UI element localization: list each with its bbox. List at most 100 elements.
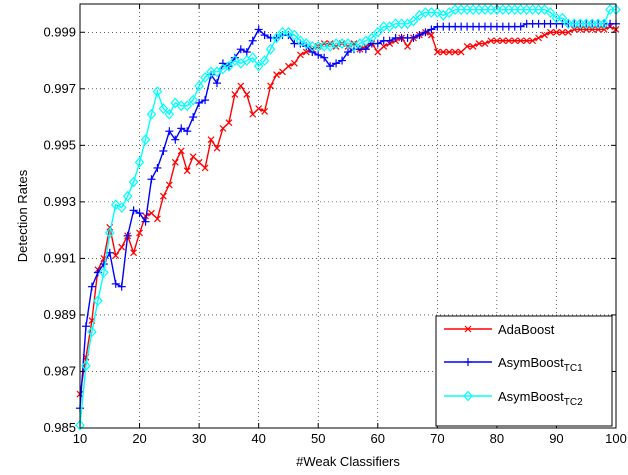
data-point-asymboosttc1 — [373, 39, 382, 48]
data-point-asymboosttc1 — [254, 25, 263, 34]
data-point-asymboosttc1 — [129, 206, 138, 215]
legend-swatch-marker — [464, 325, 472, 333]
data-point-asymboosttc1 — [111, 279, 120, 288]
data-point-asymboosttc2 — [158, 103, 169, 114]
x-tick-label: 40 — [251, 431, 265, 446]
data-point-adaboost — [159, 192, 167, 200]
data-point-asymboosttc1 — [81, 322, 90, 331]
data-point-adaboost — [380, 42, 388, 50]
legend-item-asymboosttc1: AsymBoostTC1 — [444, 355, 583, 374]
data-point-asymboosttc1 — [344, 48, 352, 57]
data-point-adaboost-stroke-b — [588, 26, 596, 33]
data-point-adaboost — [290, 59, 298, 67]
data-point-adaboost-stroke-b — [267, 82, 275, 90]
y-tick-label: 0.999 — [43, 24, 76, 39]
data-point-adaboost-stroke-b — [130, 249, 138, 257]
data-point-adaboost — [582, 26, 590, 33]
data-point-asymboosttc1 — [338, 56, 347, 65]
legend-label-subscript: TC1 — [564, 363, 583, 374]
data-point-adaboost-stroke-b — [243, 91, 251, 98]
data-point-adaboost — [285, 62, 292, 70]
data-point-asymboosttc2 — [182, 100, 193, 112]
data-point-asymboosttc2 — [140, 134, 151, 146]
x-tick-label: 80 — [490, 431, 504, 446]
data-point-adaboost-stroke-b — [213, 144, 221, 152]
data-point-asymboosttc2 — [265, 43, 276, 55]
x-tick-label: 70 — [430, 431, 444, 446]
data-point-asymboosttc1 — [314, 50, 323, 59]
data-point-asymboosttc1 — [260, 31, 269, 40]
data-point-adaboost-stroke-b — [374, 48, 382, 56]
data-point-asymboosttc1 — [117, 282, 126, 291]
data-point-adaboost-stroke-b — [564, 28, 572, 36]
data-point-adaboost — [564, 28, 572, 36]
data-point-asymboosttc1 — [385, 36, 394, 45]
data-point-asymboosttc2 — [128, 176, 139, 188]
data-point-asymboosttc2 — [283, 26, 294, 38]
x-tick-label: 10 — [73, 431, 87, 446]
data-point-asymboosttc2 — [122, 190, 133, 202]
legend-label: AdaBoost — [498, 322, 555, 337]
data-point-adaboost — [183, 167, 191, 175]
data-point-asymboosttc2 — [110, 199, 121, 211]
data-point-adaboost — [171, 158, 179, 166]
data-point-adaboost-stroke-b — [153, 215, 161, 223]
data-point-asymboosttc1 — [171, 135, 180, 144]
data-point-adaboost — [177, 147, 185, 155]
tick-labels: 10 20 30 40 50 60 70 80 90 100 0.985 0.987 0.989 0.99… — [43, 24, 626, 446]
data-point-adaboost-stroke-b — [195, 158, 203, 166]
data-point-adaboost-stroke-b — [112, 252, 120, 259]
x-tick-label: 50 — [311, 431, 325, 446]
legend-box — [435, 315, 613, 427]
data-point-adaboost — [535, 34, 543, 42]
data-point-adaboost — [511, 37, 519, 45]
data-point-asymboosttc1 — [320, 53, 329, 62]
data-point-adaboost-stroke-b — [570, 26, 578, 33]
legend-swatch-marker — [464, 358, 472, 366]
data-point-adaboost — [570, 26, 578, 33]
data-point-asymboosttc1 — [159, 146, 168, 155]
data-point-adaboost-stroke-b — [189, 153, 197, 161]
data-point-asymboosttc2 — [367, 32, 377, 44]
data-point-asymboosttc2 — [146, 108, 157, 120]
data-point-adaboost — [237, 82, 245, 90]
data-point-asymboosttc1 — [201, 96, 210, 105]
y-tick-label: 0.987 — [43, 363, 76, 378]
x-tick-label: 20 — [132, 431, 146, 446]
data-point-adaboost — [148, 209, 155, 217]
data-point-adaboost-stroke-b — [231, 91, 239, 98]
y-tick-label: 0.993 — [43, 194, 76, 209]
data-point-adaboost-stroke-b — [290, 59, 298, 67]
data-point-adaboost — [404, 42, 411, 50]
data-point-adaboost — [255, 105, 263, 113]
data-point-asymboosttc1 — [415, 31, 424, 40]
data-point-asymboosttc2 — [599, 18, 609, 30]
data-point-adaboost — [517, 37, 525, 45]
plot-frame — [79, 3, 617, 429]
data-point-adaboost-stroke-b — [177, 147, 185, 155]
data-point-asymboosttc1 — [147, 175, 156, 184]
legend-label-text: AsymBoost — [498, 355, 564, 370]
x-tick-label: 30 — [192, 431, 206, 446]
data-point-adaboost — [118, 243, 126, 251]
data-point-asymboosttc2 — [152, 86, 163, 98]
data-point-adaboost-stroke-b — [511, 37, 519, 45]
data-point-adaboost — [594, 26, 602, 33]
legend-item-adaboost: AdaBoost — [444, 322, 555, 337]
legend: AdaBoost AsymBoostTC1 AsymBoostTC2 — [435, 315, 613, 427]
data-point-asymboosttc1 — [236, 45, 245, 54]
data-point-asymboosttc2 — [247, 52, 258, 64]
y-tick-label: 0.997 — [43, 81, 76, 96]
data-point-adaboost — [505, 37, 513, 45]
data-point-adaboost — [463, 42, 471, 50]
legend-item-asymboosttc2: AsymBoostTC2 — [444, 389, 583, 408]
data-point-asymboosttc2 — [104, 227, 115, 239]
x-tick-label: 60 — [371, 431, 385, 446]
data-point-adaboost — [457, 48, 465, 56]
data-point-adaboost-stroke-b — [499, 37, 507, 45]
data-point-adaboost-stroke-b — [582, 26, 590, 33]
data-point-asymboosttc2 — [164, 108, 175, 120]
legend-label: AsymBoostTC1 — [498, 355, 583, 374]
data-point-adaboost-stroke-b — [517, 37, 525, 45]
